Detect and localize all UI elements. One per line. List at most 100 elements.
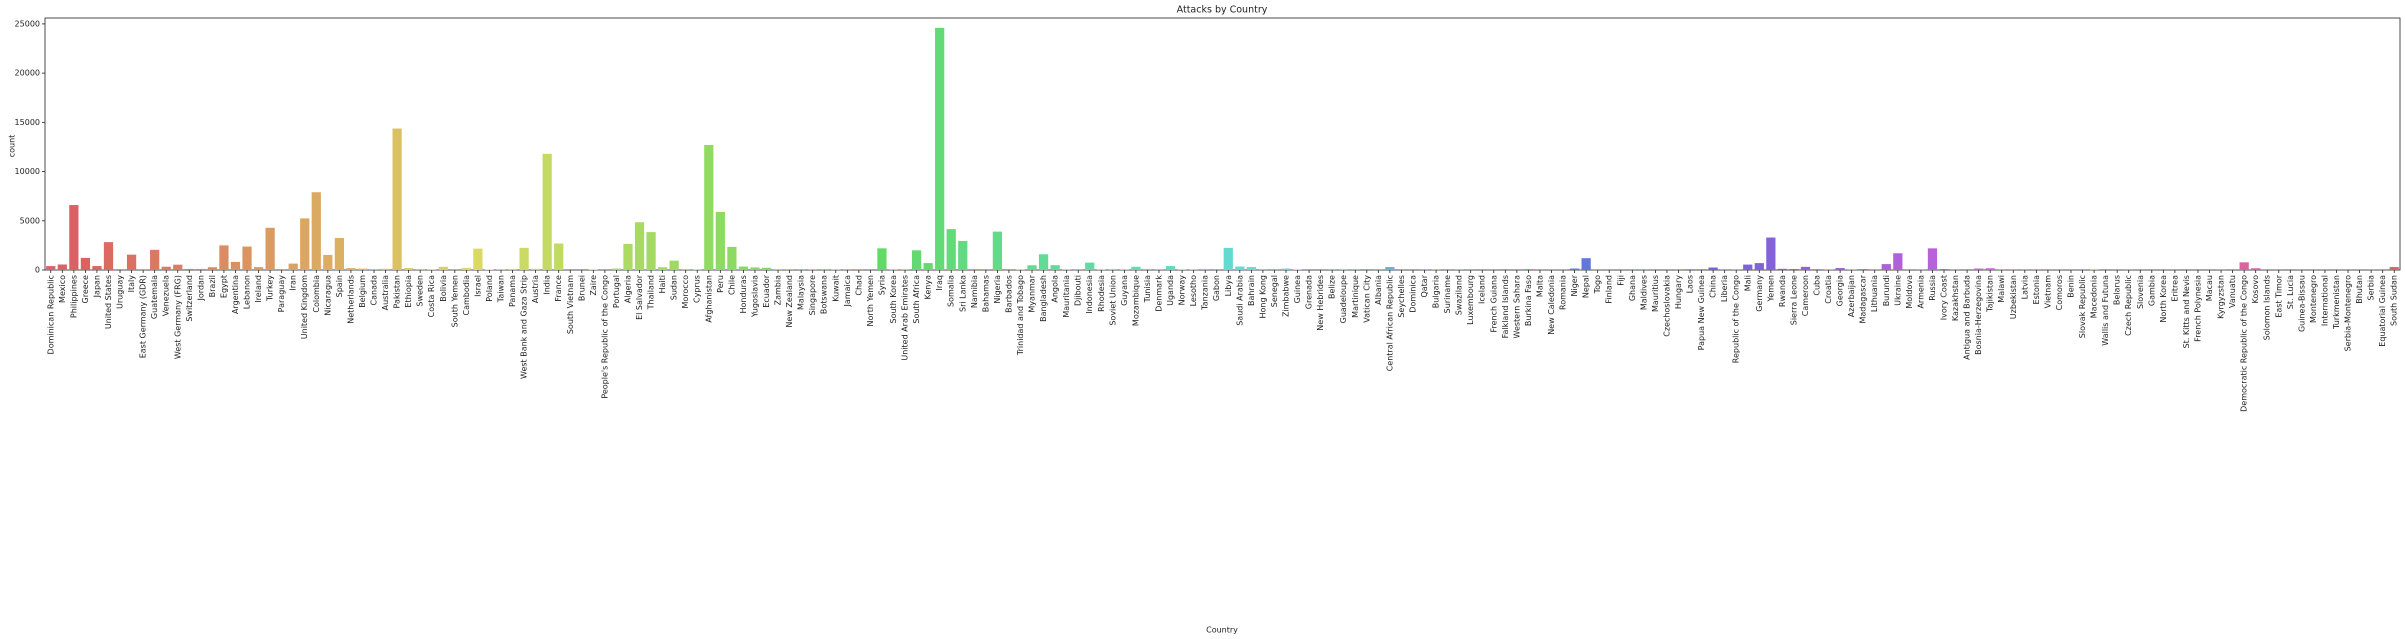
x-tick-label: Tanzania bbox=[1201, 275, 1210, 311]
x-tick-label: Djibouti bbox=[1074, 275, 1083, 306]
bar bbox=[80, 257, 91, 270]
bar bbox=[311, 192, 321, 270]
bar bbox=[773, 269, 783, 270]
bar bbox=[854, 269, 864, 270]
bar bbox=[438, 266, 448, 270]
x-tick-label: South Vietnam bbox=[566, 275, 575, 334]
x-tick-label: Malaysia bbox=[797, 275, 806, 310]
x-tick-label: Iraq bbox=[935, 275, 944, 291]
bar bbox=[1096, 269, 1106, 270]
bar bbox=[1165, 266, 1176, 270]
x-tick-label: Switzerland bbox=[185, 275, 194, 322]
x-tick-label: Slovenia bbox=[2136, 275, 2145, 309]
y-tick-label: 10000 bbox=[15, 167, 40, 176]
chart-title: Attacks by Country bbox=[1177, 5, 1268, 16]
x-tick-label: Italy bbox=[127, 275, 136, 293]
x-tick-label: Norway bbox=[1178, 275, 1187, 306]
x-tick-label: Qatar bbox=[1420, 274, 1429, 297]
x-tick-label: St. Kitts and Nevis bbox=[2182, 275, 2191, 348]
bar bbox=[1373, 269, 1383, 270]
x-tick-label: Albania bbox=[1374, 275, 1383, 305]
x-tick-label: Indonesia bbox=[1085, 275, 1094, 314]
x-tick-label: North Yemen bbox=[866, 275, 875, 326]
y-tick-label: 15000 bbox=[15, 118, 40, 127]
bar bbox=[1085, 262, 1095, 270]
y-tick-label: 25000 bbox=[15, 19, 40, 28]
x-tick-label: South Sudan bbox=[2390, 275, 2399, 326]
bar bbox=[1754, 263, 1764, 270]
x-tick-label: Bangladesh bbox=[1039, 275, 1048, 322]
bar bbox=[2320, 269, 2330, 270]
x-tick-label: Colombia bbox=[312, 275, 321, 313]
x-tick-label: Sri Lanka bbox=[958, 275, 967, 312]
x-tick-label: Kuwait bbox=[831, 275, 840, 302]
x-tick-label: Taiwan bbox=[496, 275, 505, 303]
x-tick-label: Belarus bbox=[2113, 275, 2122, 305]
bar bbox=[1777, 268, 1788, 270]
bar bbox=[1835, 268, 1845, 270]
bar bbox=[196, 268, 206, 270]
x-tick-label: Montenegro bbox=[2309, 275, 2318, 323]
x-tick-label: Romania bbox=[1559, 275, 1568, 310]
x-tick-label: Seychelles bbox=[1397, 275, 1406, 318]
bar bbox=[692, 269, 702, 270]
bar bbox=[1812, 269, 1822, 270]
x-tick-label: Bulgaria bbox=[1432, 275, 1441, 308]
x-tick-label: Ivory Coast bbox=[1940, 275, 1949, 320]
x-tick-label: Chad bbox=[854, 275, 863, 296]
x-tick-label: Ghana bbox=[1628, 275, 1637, 301]
x-tick-label: Gabon bbox=[1212, 275, 1221, 301]
x-tick-label: Netherlands bbox=[346, 275, 355, 324]
x-tick-label: Tunisia bbox=[1143, 275, 1152, 303]
bar bbox=[404, 268, 414, 270]
x-tick-label: Vatican City bbox=[1362, 275, 1371, 323]
x-tick-label: Republic of the Congo bbox=[1732, 275, 1741, 363]
bar bbox=[1200, 268, 1210, 270]
x-tick-label: Vietnam bbox=[2043, 275, 2052, 309]
x-tick-label: Paraguay bbox=[277, 275, 286, 313]
x-tick-label: Iran bbox=[289, 275, 298, 291]
x-tick-label: Hong Kong bbox=[1258, 275, 1267, 319]
x-tick-label: Democratic Republic of the Congo bbox=[2240, 275, 2249, 412]
x-tick-label: Jordan bbox=[196, 275, 205, 301]
x-tick-label: Czech Republic bbox=[2124, 275, 2133, 336]
bar bbox=[704, 144, 714, 270]
bar bbox=[92, 266, 102, 270]
x-tick-label: Ethiopia bbox=[404, 275, 413, 308]
x-tick-label: Senegal bbox=[1270, 275, 1279, 307]
x-tick-label: Russia bbox=[1928, 275, 1937, 301]
bar bbox=[958, 240, 968, 270]
bar bbox=[1927, 248, 1938, 270]
bar bbox=[1269, 269, 1280, 270]
bar bbox=[369, 269, 379, 270]
y-tick-label: 20000 bbox=[15, 69, 40, 78]
x-tick-label: North Korea bbox=[2159, 275, 2168, 323]
bar bbox=[230, 261, 241, 270]
bar bbox=[323, 254, 333, 270]
bar bbox=[831, 269, 841, 270]
x-tick-label: Barbados bbox=[1004, 275, 1013, 313]
bar bbox=[796, 269, 806, 270]
x-tick-label: Botswana bbox=[820, 275, 829, 314]
x-tick-label: Jamaica bbox=[843, 275, 852, 308]
x-tick-label: Brazil bbox=[208, 275, 217, 297]
x-tick-label: Bhutan bbox=[2355, 275, 2364, 304]
x-tick-label: Azerbaijan bbox=[1847, 275, 1856, 317]
bar bbox=[392, 128, 402, 270]
x-tick-label: Antigua and Barbuda bbox=[1963, 275, 1972, 360]
bar bbox=[646, 232, 656, 270]
x-tick-label: Guyana bbox=[1120, 275, 1129, 306]
x-tick-label: Central African Republic bbox=[1385, 275, 1394, 371]
plot-frame bbox=[44, 17, 2401, 271]
bar bbox=[1142, 268, 1153, 270]
bar bbox=[1685, 269, 1695, 270]
bar bbox=[992, 231, 1003, 270]
x-tick-label: Cuba bbox=[1813, 275, 1822, 296]
bar bbox=[1985, 268, 1995, 270]
bar bbox=[1720, 269, 1730, 270]
x-tick-label: Rwanda bbox=[1778, 275, 1787, 307]
bar bbox=[1893, 253, 1903, 270]
x-tick-label: El Salvador bbox=[635, 274, 644, 320]
x-tick-label: New Zealand bbox=[785, 275, 794, 328]
